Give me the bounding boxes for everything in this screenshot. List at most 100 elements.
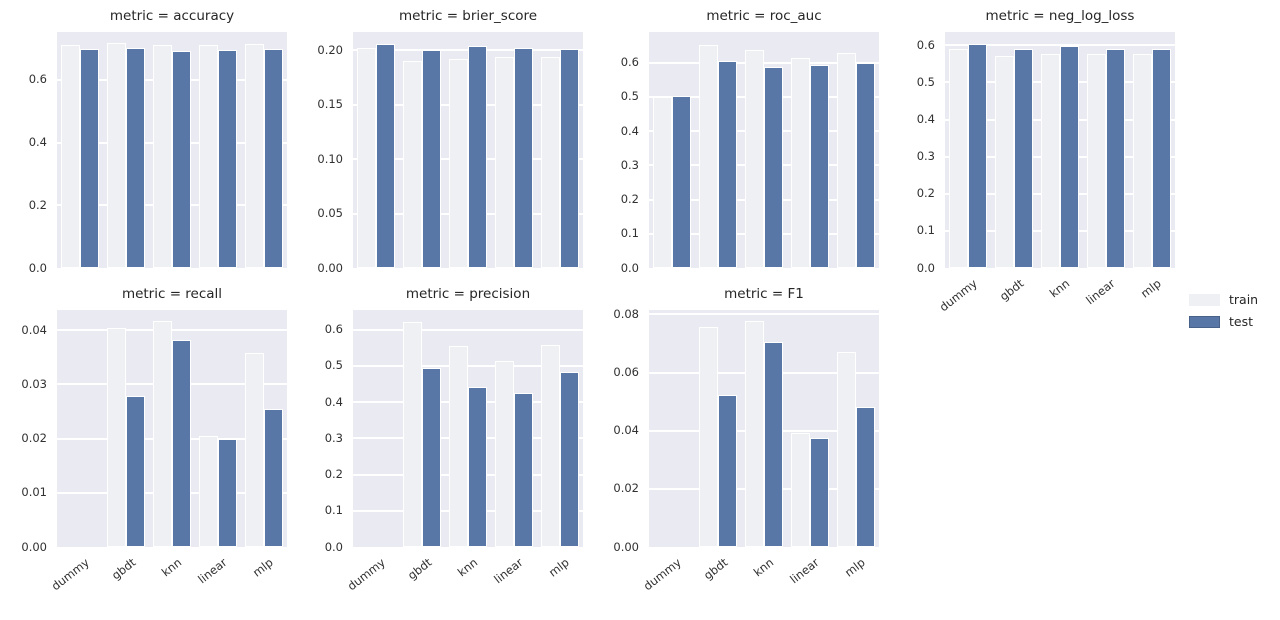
bar-test-knn-precision bbox=[468, 386, 487, 547]
bar-test-mlp-accuracy bbox=[264, 48, 283, 268]
y-tick-label: 0.00 bbox=[613, 539, 639, 554]
legend-label-train: train bbox=[1229, 292, 1259, 307]
y-tick-label: 0.0 bbox=[916, 260, 935, 275]
bar-train-mlp-roc-auc bbox=[837, 52, 856, 268]
y-tick-label: 0.20 bbox=[317, 42, 343, 57]
bar-test-linear-neg-log-loss bbox=[1106, 48, 1125, 268]
bar-train-gbdt-recall bbox=[107, 328, 126, 547]
bar-train-gbdt-neg-log-loss bbox=[995, 56, 1014, 268]
y-tick-label: 0.05 bbox=[317, 206, 343, 221]
facet-title-brier-score: metric = brier_score bbox=[398, 8, 538, 24]
facet-title-accuracy: metric = accuracy bbox=[109, 8, 235, 24]
y-tick-label: 0.3 bbox=[916, 149, 935, 164]
x-tick-label-dummy: dummy bbox=[48, 555, 93, 594]
bar-test-linear-accuracy bbox=[218, 50, 237, 268]
y-tick-label: 0.0 bbox=[620, 260, 639, 275]
bar-test-dummy-roc-auc bbox=[672, 96, 691, 268]
bar-test-linear-recall bbox=[218, 438, 237, 547]
bar-train-knn-neg-log-loss bbox=[1041, 54, 1060, 268]
y-tick-label: 0.06 bbox=[613, 365, 639, 380]
bar-test-linear-brier-score bbox=[514, 48, 533, 268]
bar-test-gbdt-precision bbox=[422, 367, 441, 547]
y-tick-label: 0.01 bbox=[21, 485, 47, 500]
bar-train-mlp-brier-score bbox=[541, 57, 560, 268]
legend-swatch-test bbox=[1189, 316, 1220, 328]
y-tick-label: 0.0 bbox=[324, 539, 343, 554]
bar-test-knn-accuracy bbox=[172, 51, 191, 268]
bar-test-gbdt-recall bbox=[126, 396, 145, 547]
y-tick-label: 0.5 bbox=[324, 358, 343, 373]
x-tick-label-knn: knn bbox=[1046, 276, 1073, 301]
y-tick-label: 0.1 bbox=[620, 226, 639, 241]
bar-train-dummy-roc-auc bbox=[653, 96, 672, 268]
facet-title-recall: metric = recall bbox=[121, 286, 223, 302]
bar-test-gbdt-roc-auc bbox=[718, 61, 737, 268]
y-tick-label: 0.6 bbox=[28, 72, 47, 87]
x-tick-label-gbdt: gbdt bbox=[108, 555, 139, 583]
bar-train-knn-precision bbox=[449, 345, 468, 547]
bar-train-mlp-accuracy bbox=[245, 43, 264, 268]
gridline bbox=[649, 313, 879, 316]
gridline bbox=[353, 364, 583, 367]
x-tick-label-dummy: dummy bbox=[640, 555, 685, 594]
bar-train-knn-f1 bbox=[745, 321, 764, 547]
facet-title-f1: metric = F1 bbox=[724, 286, 804, 302]
bar-train-gbdt-brier-score bbox=[403, 61, 422, 268]
gridline bbox=[945, 44, 1175, 47]
bar-train-linear-neg-log-loss bbox=[1087, 53, 1106, 268]
y-tick-label: 0.6 bbox=[916, 37, 935, 52]
x-tick-label-dummy: dummy bbox=[344, 555, 389, 594]
gridline bbox=[649, 61, 879, 64]
y-tick-label: 0.02 bbox=[613, 481, 639, 496]
y-tick-label: 0.4 bbox=[620, 123, 639, 138]
y-tick-label: 0.00 bbox=[21, 539, 47, 554]
bar-test-mlp-f1 bbox=[856, 406, 875, 547]
bar-test-dummy-brier-score bbox=[376, 43, 395, 268]
bar-train-linear-brier-score bbox=[495, 57, 514, 268]
bar-train-gbdt-roc-auc bbox=[699, 44, 718, 268]
bar-test-knn-roc-auc bbox=[764, 67, 783, 268]
x-tick-label-mlp: mlp bbox=[842, 555, 869, 580]
bar-train-dummy-neg-log-loss bbox=[949, 49, 968, 268]
x-tick-label-mlp: mlp bbox=[250, 555, 277, 580]
y-tick-label: 0.3 bbox=[324, 430, 343, 445]
bar-train-mlp-neg-log-loss bbox=[1133, 54, 1152, 268]
y-tick-label: 0.2 bbox=[28, 197, 47, 212]
bar-test-linear-f1 bbox=[810, 437, 829, 547]
bar-train-linear-accuracy bbox=[199, 45, 218, 268]
bar-test-linear-roc-auc bbox=[810, 64, 829, 268]
bar-train-dummy-brier-score bbox=[357, 48, 376, 268]
y-tick-label: 0.3 bbox=[620, 157, 639, 172]
bar-train-linear-roc-auc bbox=[791, 57, 810, 268]
y-tick-label: 0.2 bbox=[620, 192, 639, 207]
bar-train-knn-accuracy bbox=[153, 44, 172, 268]
y-tick-label: 0.00 bbox=[317, 260, 343, 275]
bar-train-gbdt-f1 bbox=[699, 326, 718, 547]
bar-train-knn-roc-auc bbox=[745, 50, 764, 268]
bar-train-mlp-recall bbox=[245, 353, 264, 547]
x-tick-label-gbdt: gbdt bbox=[996, 276, 1027, 304]
y-tick-label: 0.08 bbox=[613, 306, 639, 321]
x-tick-label-linear: linear bbox=[1083, 276, 1119, 308]
x-tick-label-linear: linear bbox=[195, 555, 231, 587]
bar-train-mlp-precision bbox=[541, 345, 560, 547]
x-tick-label-gbdt: gbdt bbox=[404, 555, 435, 583]
bar-test-dummy-accuracy bbox=[80, 48, 99, 268]
x-tick-label-mlp: mlp bbox=[546, 555, 573, 580]
x-tick-label-linear: linear bbox=[491, 555, 527, 587]
bar-train-linear-f1 bbox=[791, 433, 810, 547]
x-tick-label-gbdt: gbdt bbox=[700, 555, 731, 583]
y-tick-label: 0.6 bbox=[324, 322, 343, 337]
y-tick-label: 0.04 bbox=[21, 322, 47, 337]
bar-test-linear-precision bbox=[514, 392, 533, 547]
bar-test-mlp-neg-log-loss bbox=[1152, 49, 1171, 268]
x-tick-label-knn: knn bbox=[454, 555, 481, 580]
y-tick-label: 0.5 bbox=[620, 89, 639, 104]
y-tick-label: 0.4 bbox=[916, 112, 935, 127]
y-tick-label: 0.0 bbox=[28, 260, 47, 275]
bar-train-dummy-accuracy bbox=[61, 44, 80, 268]
y-tick-label: 0.10 bbox=[317, 151, 343, 166]
gridline bbox=[353, 328, 583, 331]
bar-train-gbdt-accuracy bbox=[107, 43, 126, 268]
